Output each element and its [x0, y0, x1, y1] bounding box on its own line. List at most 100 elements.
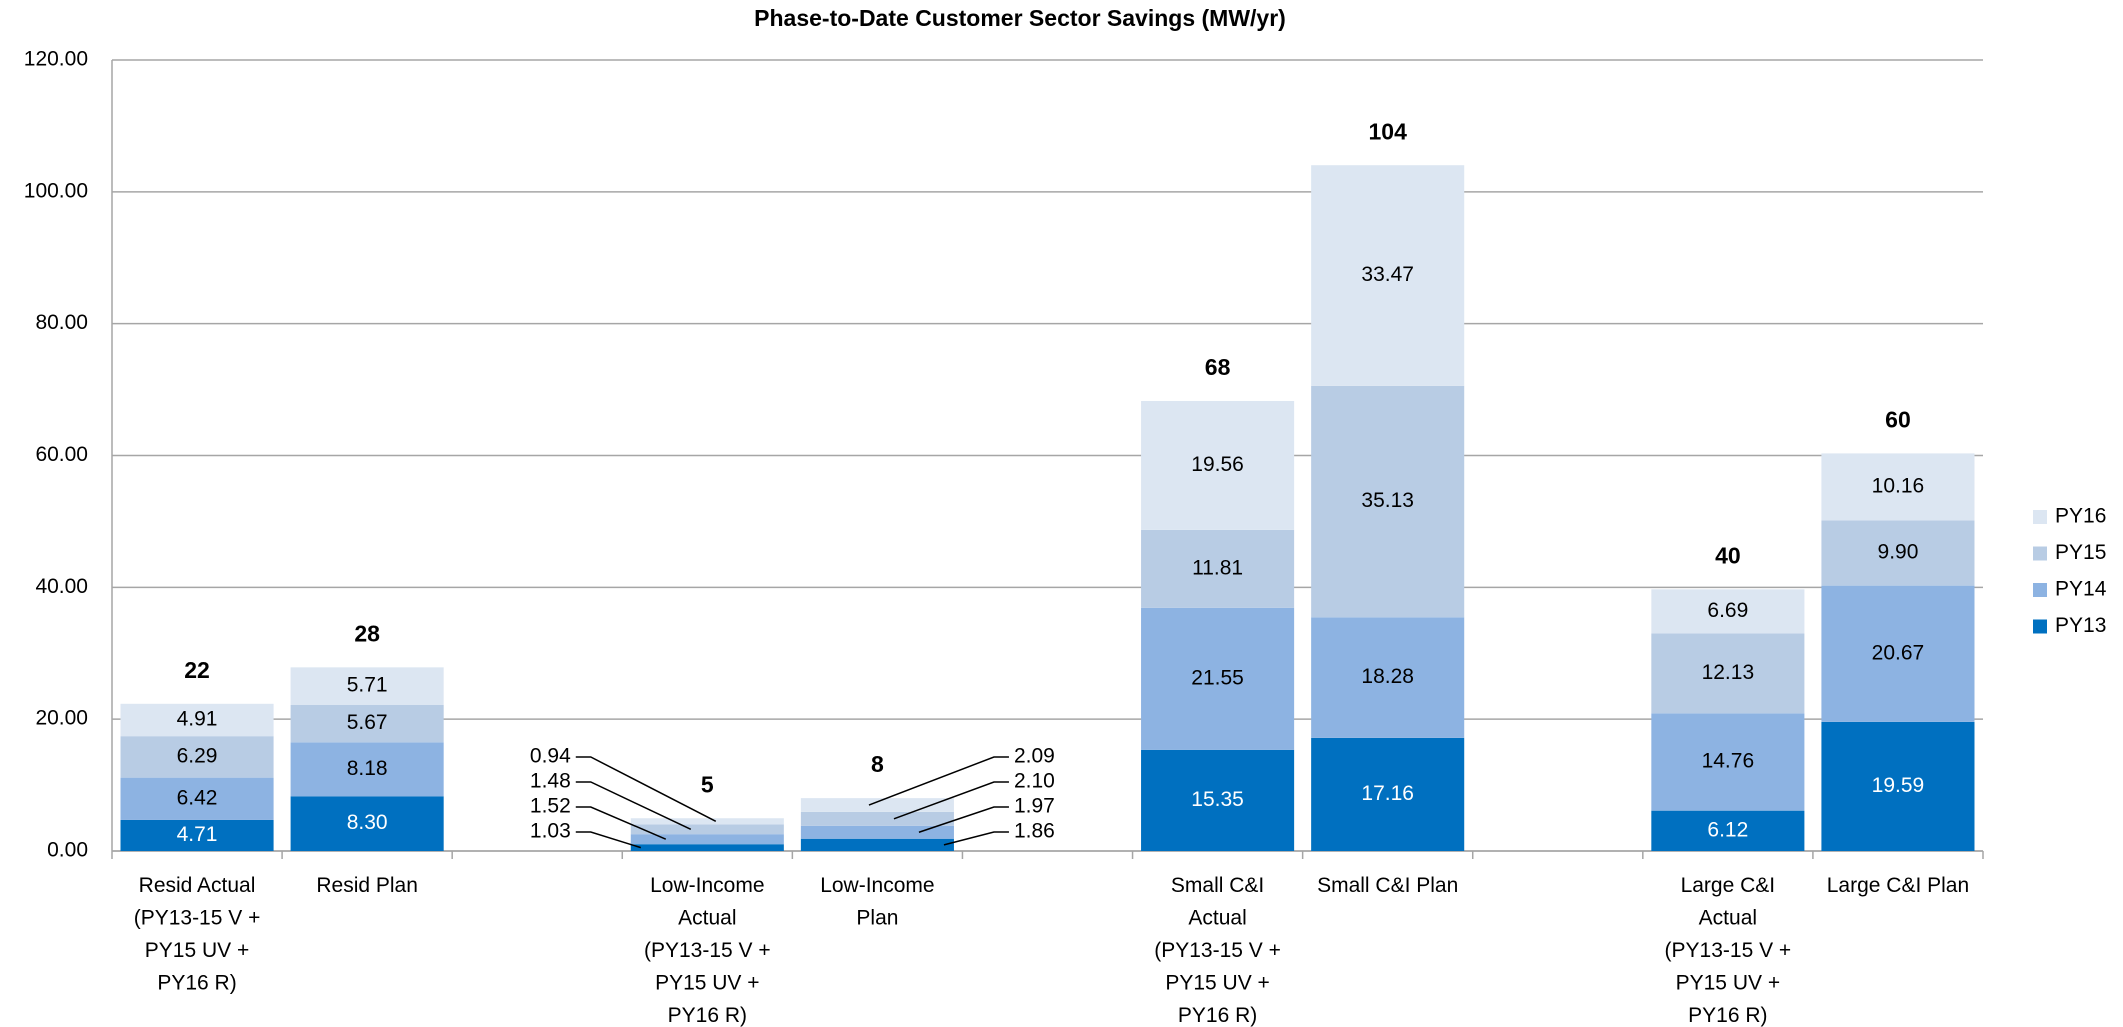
x-tick-label-line: PY16 R): [1178, 1004, 1257, 1027]
bar-segment: [1821, 520, 1975, 586]
bar-segment: [630, 818, 784, 825]
total-label: 28: [354, 620, 380, 646]
bar-segment: [120, 819, 274, 851]
bar-segment: [1651, 810, 1805, 851]
value-label: 2.09: [1014, 745, 1055, 768]
bar-segment: [800, 811, 954, 826]
value-label: 1.97: [1014, 795, 1055, 818]
x-tick-label-line: PY16 R): [668, 1004, 747, 1027]
total-label: 40: [1715, 542, 1741, 568]
x-tick-label-line: Plan: [856, 906, 898, 929]
x-tick-label: Resid Actual (PY13-15 V + PY15 UV + PY16 R): [134, 874, 261, 995]
bar-segment: [290, 796, 444, 851]
x-tick-label-line: PY15 UV +: [655, 971, 759, 994]
y-tick-label: 20.00: [35, 707, 88, 730]
value-label: 1.48: [530, 770, 571, 793]
bar-segment: [800, 838, 954, 851]
x-tick-label: Small C&I Actual (PY13-15 V + PY15 UV + PY16…: [1154, 874, 1281, 1027]
x-tick-label-line: Small C&I Plan: [1317, 874, 1458, 897]
value-label: 5.67: [347, 711, 388, 734]
bar-segment: [290, 704, 444, 743]
bar-segment: [290, 667, 444, 705]
legend-label: PY15: [2055, 541, 2106, 564]
x-tick-label-line: Large C&I Plan: [1827, 874, 1969, 897]
x-tick-label-line: Low-Income: [650, 874, 764, 897]
value-label: 1.86: [1014, 820, 1055, 843]
y-tick-label: 80.00: [35, 311, 88, 334]
total-label: 68: [1205, 354, 1231, 380]
bar-segment: [120, 736, 274, 778]
legend-label: PY13: [2055, 614, 2106, 637]
value-label: 11.81: [1192, 556, 1243, 579]
value-label: 20.67: [1872, 641, 1925, 664]
value-label: 1.03: [530, 820, 571, 843]
value-label: 21.55: [1191, 666, 1244, 689]
value-label: 8.18: [347, 757, 388, 780]
x-tick-label-line: Large C&I: [1681, 874, 1776, 897]
chart-title: Phase-to-Date Customer Sector Savings (M…: [754, 5, 1286, 31]
x-tick-label: Low-Income Actual (PY13-15 V + PY15 UV + PY1…: [644, 874, 771, 1027]
x-tick-label: Large C&I Actual (PY13-15 V + PY15 UV + PY16…: [1665, 874, 1792, 1027]
value-label: 12.13: [1702, 661, 1755, 684]
bar-segment: [800, 825, 954, 839]
leader-line: [868, 756, 1009, 806]
x-tick-label-line: (PY13-15 V +: [644, 939, 771, 962]
value-label: 10.16: [1872, 474, 1925, 497]
leader-line: [575, 756, 717, 823]
value-label: 6.29: [177, 744, 218, 767]
leader-line: [575, 831, 642, 849]
bar-segment: [1651, 589, 1805, 634]
x-tick-label: Small C&I Plan: [1317, 874, 1458, 897]
value-label: 6.69: [1707, 599, 1748, 622]
leader-line: [575, 806, 667, 840]
value-label: 9.90: [1878, 541, 1919, 564]
value-label: 18.28: [1361, 665, 1414, 688]
bar-segment: [630, 844, 784, 851]
legend-label: PY14: [2055, 578, 2107, 601]
value-label: 15.35: [1191, 788, 1244, 811]
x-tick-label-line: Actual: [1188, 906, 1246, 929]
value-label: 6.12: [1707, 818, 1748, 841]
total-label: 5: [701, 771, 714, 797]
x-tick-label-line: Small C&I: [1171, 874, 1264, 897]
legend-swatch: [2033, 510, 2047, 524]
x-tick-label-line: PY15 UV +: [1676, 971, 1780, 994]
value-label: 35.13: [1361, 489, 1414, 512]
bar-segment: [1651, 713, 1805, 811]
bar-segment: [1141, 529, 1295, 608]
x-tick-label-line: PY16 R): [1688, 1004, 1767, 1027]
total-label: 60: [1885, 406, 1911, 432]
legend-label: PY16: [2055, 505, 2106, 528]
legend-swatch: [2033, 546, 2047, 561]
value-label: 33.47: [1361, 263, 1414, 286]
bar-segment: [1141, 749, 1295, 851]
value-label: 14.76: [1702, 750, 1755, 773]
x-tick-label-line: Low-Income: [820, 874, 934, 897]
value-label: 4.91: [177, 708, 218, 731]
value-label: 19.59: [1872, 774, 1925, 797]
value-label: 4.71: [177, 823, 218, 846]
total-label: 22: [184, 657, 210, 683]
x-tick-label: Low-Income Plan: [820, 874, 934, 930]
x-tick-label: Resid Plan: [316, 874, 418, 897]
x-tick-label-line: Actual: [678, 906, 736, 929]
value-label: 0.94: [530, 745, 571, 768]
x-tick-label-line: Resid Actual: [139, 874, 256, 897]
total-label: 8: [871, 751, 884, 777]
bar-segment: [800, 798, 954, 812]
bar-segment: [1651, 633, 1805, 714]
leader-line: [893, 781, 1009, 820]
y-tick-label: 0.00: [47, 839, 88, 862]
legend-swatch: [2033, 583, 2047, 597]
value-label: 19.56: [1191, 453, 1244, 476]
x-tick-label-line: Actual: [1699, 906, 1757, 929]
x-tick-label-line: (PY13-15 V +: [134, 906, 261, 929]
value-label: 8.30: [347, 811, 388, 834]
bar-segment: [1821, 721, 1975, 851]
y-tick-label: 120.00: [24, 48, 88, 71]
x-tick-label-line: Resid Plan: [316, 874, 418, 897]
bar-segment: [630, 834, 784, 845]
leader-line: [943, 831, 1009, 846]
